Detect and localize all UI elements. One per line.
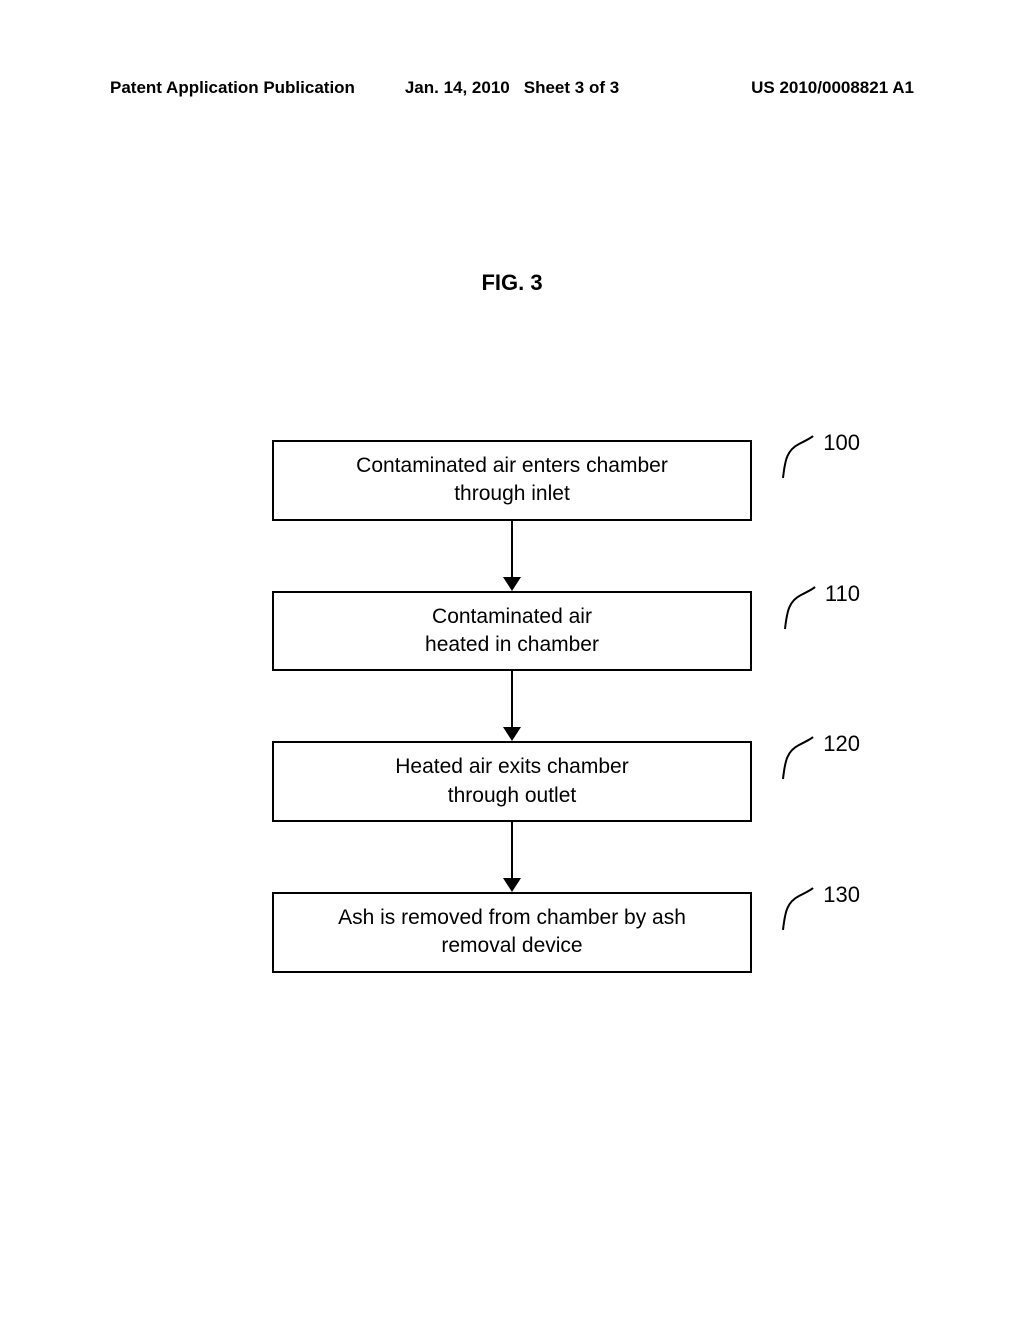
flow-node-110: Contaminated air heated in chamber 110 <box>272 591 752 672</box>
flow-node-100: Contaminated air enters chamber through … <box>272 440 752 521</box>
flow-arrow <box>272 671 752 741</box>
node-text-line: removal device <box>288 932 736 960</box>
node-text-line: Ash is removed from chamber by ash <box>288 904 736 932</box>
arrow-line-icon <box>511 671 513 731</box>
reference-callout: 110 <box>783 585 860 631</box>
node-text-line: Contaminated air <box>288 603 736 631</box>
callout-curve-icon <box>781 434 815 480</box>
reference-number: 130 <box>823 880 860 910</box>
arrow-head-icon <box>503 577 521 591</box>
arrow-head-icon <box>503 878 521 892</box>
callout-curve-icon <box>781 735 815 781</box>
node-text-line: through outlet <box>288 782 736 810</box>
header-right: US 2010/0008821 A1 <box>751 78 914 98</box>
flowchart-diagram: Contaminated air enters chamber through … <box>232 440 792 973</box>
reference-callout: 130 <box>781 886 860 932</box>
node-text-line: through inlet <box>288 480 736 508</box>
flow-node-130: Ash is removed from chamber by ash remov… <box>272 892 752 973</box>
header-sheet: Sheet 3 of 3 <box>524 78 619 98</box>
header-date: Jan. 14, 2010 <box>405 78 510 98</box>
reference-callout: 100 <box>781 434 860 480</box>
flow-arrow <box>272 822 752 892</box>
callout-curve-icon <box>781 886 815 932</box>
header-center: Jan. 14, 2010 Sheet 3 of 3 <box>405 78 619 98</box>
flow-arrow <box>272 521 752 591</box>
node-text-line: heated in chamber <box>288 631 736 659</box>
reference-callout: 120 <box>781 735 860 781</box>
callout-curve-icon <box>783 585 817 631</box>
node-text-line: Contaminated air enters chamber <box>288 452 736 480</box>
flow-node-120: Heated air exits chamber through outlet … <box>272 741 752 822</box>
figure-title: FIG. 3 <box>481 270 542 296</box>
arrow-line-icon <box>511 822 513 882</box>
node-text-line: Heated air exits chamber <box>288 753 736 781</box>
arrow-head-icon <box>503 727 521 741</box>
header-left: Patent Application Publication <box>110 78 355 98</box>
page-header: Patent Application Publication Jan. 14, … <box>0 78 1024 98</box>
reference-number: 100 <box>823 428 860 458</box>
reference-number: 120 <box>823 729 860 759</box>
reference-number: 110 <box>825 579 860 609</box>
arrow-line-icon <box>511 521 513 581</box>
